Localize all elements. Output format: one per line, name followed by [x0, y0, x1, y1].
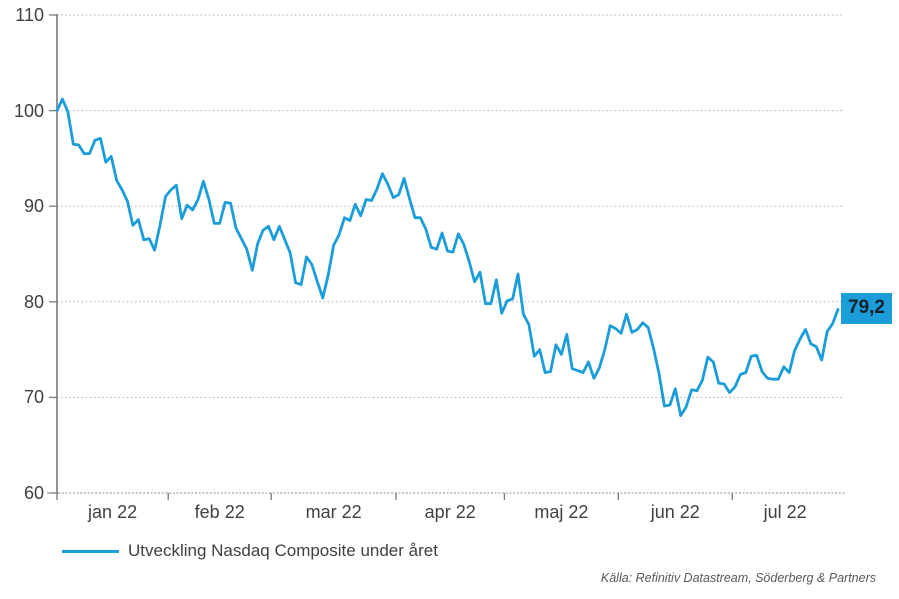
- y-axis-tick-label: 90: [23, 196, 44, 217]
- x-axis-tick-label: mar 22: [305, 502, 362, 522]
- source-credit: Källa: Refinitiv Datastream, Söderberg &…: [600, 571, 876, 585]
- y-axis-tick-label: 60: [23, 483, 44, 503]
- y-axis-tick-label: 70: [23, 387, 44, 408]
- x-axis-tick-label: feb 22: [194, 502, 245, 522]
- legend-label: Utveckling Nasdaq Composite under året: [128, 541, 438, 560]
- x-axis-tick-label: maj 22: [534, 502, 589, 522]
- series-line: [55, 97, 840, 417]
- legend: Utveckling Nasdaq Composite under året: [62, 540, 438, 562]
- y-axis-tick-label: 110: [15, 5, 44, 25]
- y-axis-tick-label: 80: [23, 291, 44, 312]
- last-value-label: 79,2: [841, 293, 892, 325]
- y-axis-tick-label: 100: [13, 100, 44, 121]
- x-axis-tick-label: jul 22: [763, 502, 807, 522]
- x-axis-tick-label: jun 22: [650, 502, 700, 522]
- x-axis-tick-label: jan 22: [88, 502, 138, 522]
- legend-line-swatch: [62, 549, 119, 553]
- x-axis-tick-label: apr 22: [424, 502, 476, 522]
